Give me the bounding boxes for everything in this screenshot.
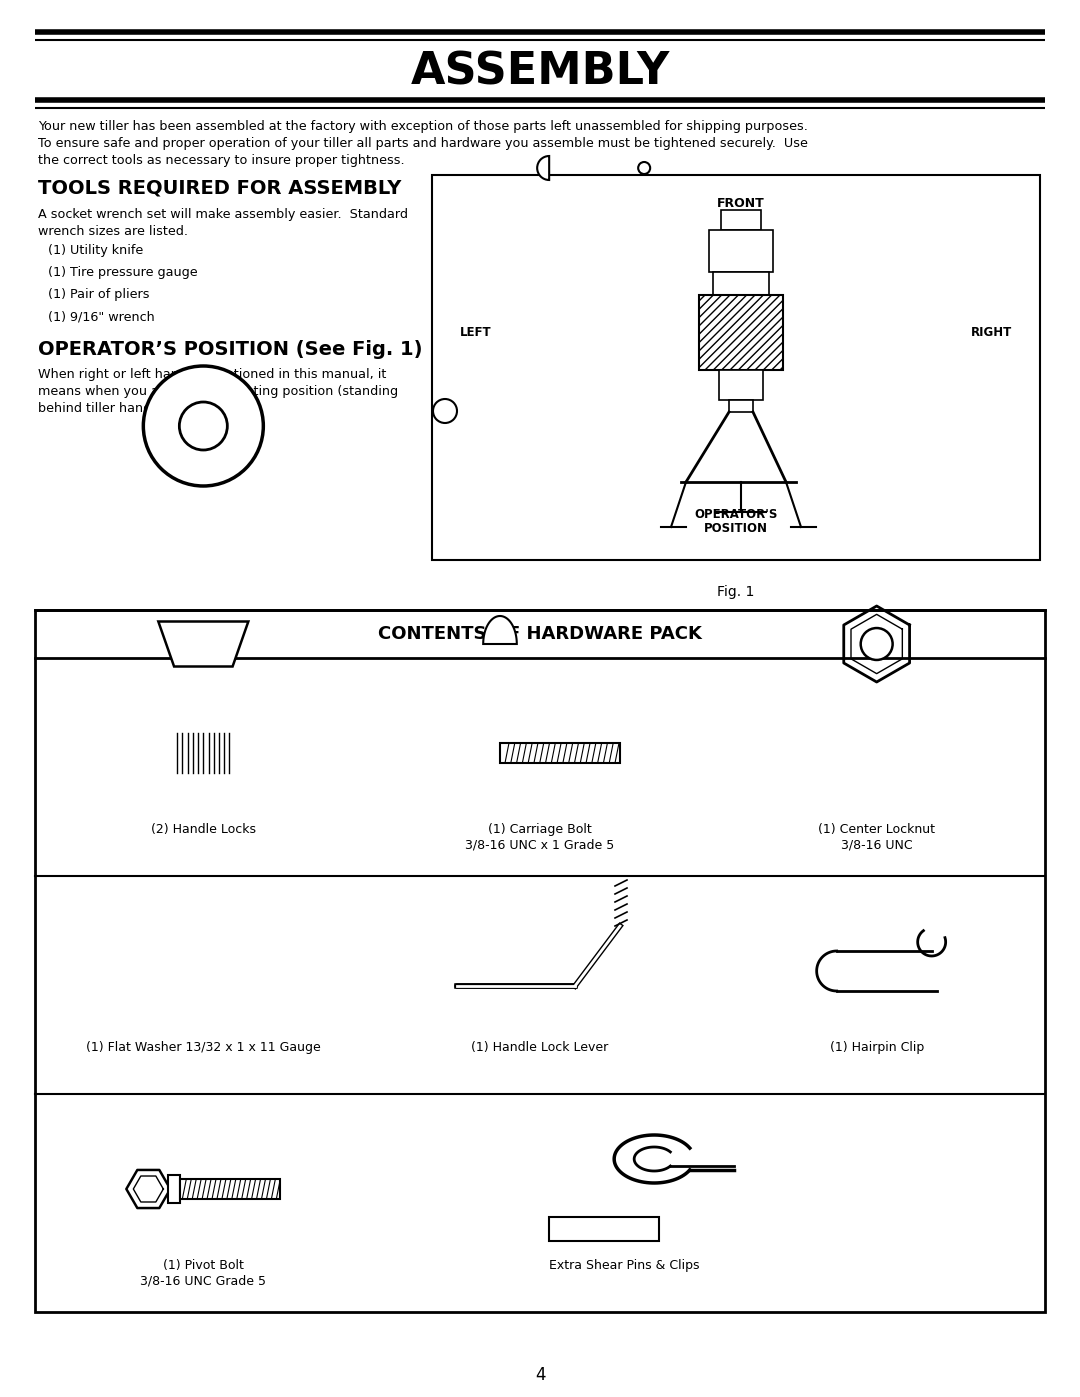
Text: (1) Handle Lock Lever: (1) Handle Lock Lever [471, 1041, 609, 1053]
Text: (2) Handle Locks: (2) Handle Locks [151, 823, 256, 835]
Circle shape [179, 402, 227, 450]
Text: TOOLS REQUIRED FOR ASSEMBLY: TOOLS REQUIRED FOR ASSEMBLY [38, 177, 402, 197]
Text: OPERATOR’S POSITION (See Fig. 1): OPERATOR’S POSITION (See Fig. 1) [38, 339, 422, 359]
Bar [432, 175, 1040, 560]
Text: the correct tools as necessary to insure proper tightness.: the correct tools as necessary to insure… [38, 154, 405, 168]
Text: (1) Hairpin Clip: (1) Hairpin Clip [829, 1041, 923, 1053]
Text: (1) Center Locknut
3/8-16 UNC: (1) Center Locknut 3/8-16 UNC [819, 823, 935, 851]
Bar [713, 272, 769, 295]
Polygon shape [159, 622, 248, 666]
Text: Extra Shear Pins & Clips: Extra Shear Pins & Clips [549, 1259, 700, 1273]
Bar [180, 1179, 281, 1199]
Text: A socket wrench set will make assembly easier.  Standard: A socket wrench set will make assembly e… [38, 208, 408, 221]
Text: (1) Carriage Bolt
3/8-16 UNC x 1 Grade 5: (1) Carriage Bolt 3/8-16 UNC x 1 Grade 5 [465, 823, 615, 851]
Text: wrench sizes are listed.: wrench sizes are listed. [38, 225, 188, 237]
Polygon shape [483, 616, 517, 644]
Bar [708, 231, 773, 272]
Text: (1) 9/16" wrench: (1) 9/16" wrench [48, 310, 154, 323]
Bar [35, 610, 1045, 1312]
Text: (1) Pair of pliers: (1) Pair of pliers [48, 288, 149, 300]
Text: OPERATOR'S: OPERATOR'S [694, 509, 778, 521]
Text: POSITION: POSITION [704, 522, 768, 535]
Text: behind tiller handles).: behind tiller handles). [38, 402, 178, 415]
Bar [719, 370, 762, 400]
Text: When right or left hand is mentioned in this manual, it: When right or left hand is mentioned in … [38, 367, 387, 381]
Text: CONTENTS OF HARDWARE PACK: CONTENTS OF HARDWARE PACK [378, 624, 702, 643]
Text: ASSEMBLY: ASSEMBLY [410, 50, 670, 94]
Circle shape [433, 400, 457, 423]
Text: To ensure safe and proper operation of your tiller all parts and hardware you as: To ensure safe and proper operation of y… [38, 137, 808, 149]
Text: (1) Utility knife: (1) Utility knife [48, 244, 144, 257]
Bar [168, 1175, 180, 1203]
Text: (1) Tire pressure gauge: (1) Tire pressure gauge [48, 265, 198, 279]
Bar [721, 210, 761, 231]
Text: Your new tiller has been assembled at the factory with exception of those parts : Your new tiller has been assembled at th… [38, 120, 808, 133]
Text: (1) Pivot Bolt
3/8-16 UNC Grade 5: (1) Pivot Bolt 3/8-16 UNC Grade 5 [140, 1259, 267, 1287]
Circle shape [638, 162, 650, 175]
Text: FRONT: FRONT [717, 197, 765, 210]
Bar [699, 295, 783, 370]
Bar [729, 400, 753, 412]
Text: LEFT: LEFT [460, 326, 491, 339]
Wedge shape [537, 156, 549, 180]
Text: (1) Flat Washer 13/32 x 1 x 11 Gauge: (1) Flat Washer 13/32 x 1 x 11 Gauge [86, 1041, 321, 1053]
Text: RIGHT: RIGHT [971, 326, 1012, 339]
Text: Fig. 1: Fig. 1 [717, 585, 755, 599]
Bar [500, 743, 620, 763]
Circle shape [144, 366, 264, 486]
Bar [549, 1217, 659, 1241]
Text: 4: 4 [535, 1366, 545, 1384]
Text: means when you are in the operating position (standing: means when you are in the operating posi… [38, 386, 399, 398]
Circle shape [861, 629, 893, 659]
